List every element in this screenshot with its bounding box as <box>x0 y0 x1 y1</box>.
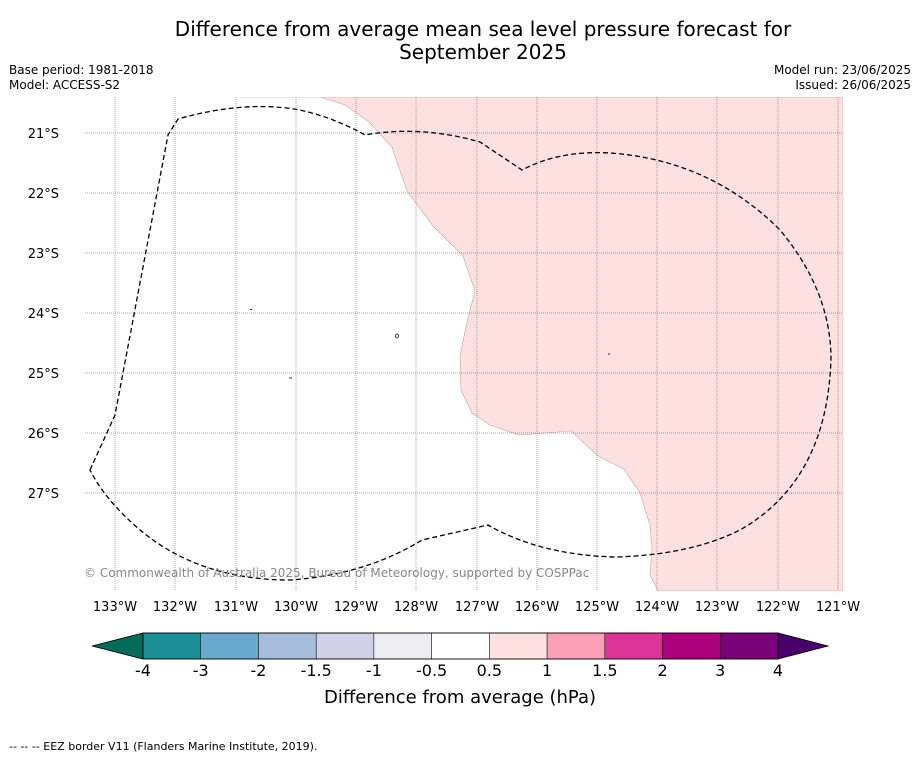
lon-label: 122°W <box>756 600 800 615</box>
colorbar-segment <box>142 632 201 660</box>
islands <box>249 308 610 379</box>
colorbar-segment <box>720 632 779 660</box>
colorbar-segment <box>431 632 490 660</box>
lat-label: 23°S <box>28 247 59 262</box>
latitude-gridlines <box>85 132 843 494</box>
lon-label: 132°W <box>153 600 197 615</box>
lat-label: 26°S <box>28 427 59 442</box>
colorbar: -4 -3 -2 -1.5 -1 -0.5 0.5 1 1.5 2 3 4 Difference fr… <box>91 632 830 708</box>
colorbar-tick-label: 2 <box>657 661 667 680</box>
colorbar-segment <box>604 632 663 660</box>
colorbar-segment <box>489 632 548 660</box>
colorbar-label: Difference from average (hPa) <box>324 687 596 708</box>
lon-label: 126°W <box>515 600 559 615</box>
colorbar-under-arrow <box>91 632 144 660</box>
map-plot-area <box>85 97 843 591</box>
lon-label: 123°W <box>695 600 739 615</box>
colorbar-over-arrow <box>777 632 830 660</box>
latitude-labels: 21°S 22°S 23°S 24°S 25°S 26°S 27°S <box>28 127 59 502</box>
base-period: Base period: 1981-2018 <box>9 63 154 77</box>
colorbar-tick-label: -2 <box>250 661 266 680</box>
map-title: Difference from average mean sea level p… <box>0 18 919 64</box>
colorbar-segment <box>373 632 432 660</box>
lat-label: 22°S <box>28 187 59 202</box>
lon-label: 121°W <box>816 600 860 615</box>
colorbar-tick-label: 1 <box>542 661 552 680</box>
meta-left: Base period: 1981-2018 Model: ACCESS-S2 <box>9 63 154 93</box>
lon-label: 127°W <box>455 600 499 615</box>
colorbar-segment <box>200 632 259 660</box>
eez-border <box>89 105 832 581</box>
title-line-1: Difference from average mean sea level p… <box>174 17 792 41</box>
positive-anomaly-region <box>240 97 843 591</box>
colorbar-tick-label: -1 <box>366 661 382 680</box>
lat-label: 21°S <box>28 127 59 142</box>
colorbar-tick-label: 4 <box>773 661 783 680</box>
lon-label: 125°W <box>575 600 619 615</box>
issued-date: Issued: 26/06/2025 <box>795 78 911 92</box>
colorbar-segment <box>315 632 375 660</box>
colorbar-tick-label: -1.5 <box>301 661 332 680</box>
colorbar-segment <box>546 632 606 660</box>
eez-footnote: -- -- -- EEZ border V11 (Flanders Marine… <box>9 740 318 753</box>
colorbar-tick-label: -3 <box>193 661 209 680</box>
colorbar-tick-label: 0.5 <box>477 661 502 680</box>
title-line-2: September 2025 <box>399 40 567 64</box>
colorbar-frame <box>142 632 779 660</box>
lon-label: 131°W <box>214 600 258 615</box>
lat-label: 27°S <box>28 487 59 502</box>
copyright-text: © Commonwealth of Australia 2025, Bureau… <box>84 566 589 580</box>
lon-label: 133°W <box>93 600 137 615</box>
longitude-gridlines <box>114 97 839 591</box>
longitude-labels: 133°W 132°W 131°W 130°W 129°W 128°W 127°… <box>93 600 860 615</box>
colorbar-tick-label: -4 <box>135 661 151 680</box>
lon-label: 124°W <box>635 600 679 615</box>
lat-label: 24°S <box>28 307 59 322</box>
colorbar-tick-label: -0.5 <box>416 661 447 680</box>
colorbar-tick-label: 1.5 <box>592 661 617 680</box>
model-run: Model run: 23/06/2025 <box>773 63 911 77</box>
colorbar-segment <box>662 632 721 660</box>
lat-label: 25°S <box>28 367 59 382</box>
lon-label: 129°W <box>334 600 378 615</box>
meta-right: Model run: 23/06/2025 Issued: 26/06/2025 <box>774 63 911 93</box>
colorbar-segment <box>258 632 317 660</box>
colorbar-tick-label: 3 <box>715 661 725 680</box>
lon-label: 130°W <box>274 600 318 615</box>
model-name: Model: ACCESS-S2 <box>9 78 121 92</box>
lon-label: 128°W <box>394 600 438 615</box>
